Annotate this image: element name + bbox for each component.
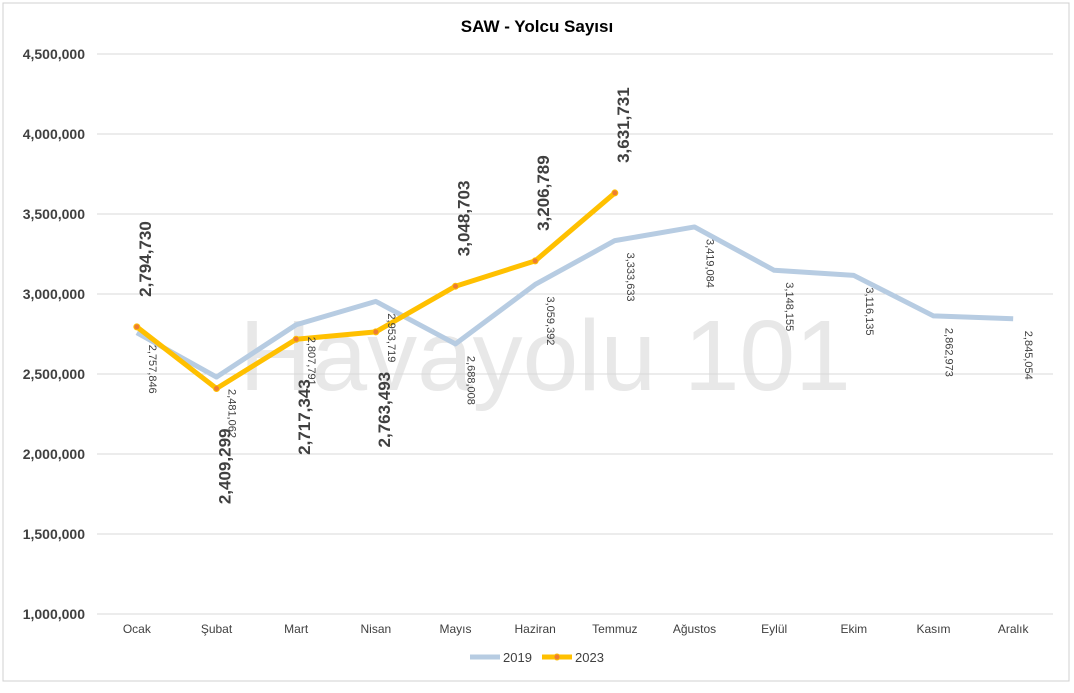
- x-tick-label: Kasım: [916, 622, 950, 636]
- y-tick-label: 1,000,000: [23, 606, 85, 622]
- chart-border: [2, 2, 1070, 682]
- data-label: 2,953,719: [385, 313, 397, 362]
- data-label: 3,048,703: [455, 181, 474, 257]
- legend-marker: [553, 653, 561, 661]
- data-label: 2,794,730: [136, 221, 155, 297]
- data-point: [531, 257, 539, 265]
- data-label: 2,862,973: [943, 328, 955, 377]
- x-tick-label: Şubat: [201, 622, 233, 636]
- data-label: 3,059,392: [544, 296, 556, 345]
- y-tick-label: 2,000,000: [23, 446, 85, 462]
- data-label: 3,333,633: [624, 253, 636, 302]
- data-label: 3,419,084: [704, 239, 716, 288]
- series-line: [135, 224, 1014, 380]
- x-tick-label: Ocak: [123, 622, 152, 636]
- data-point: [372, 328, 380, 336]
- y-tick-label: 3,500,000: [23, 206, 85, 222]
- x-tick-label: Mart: [284, 622, 309, 636]
- data-point: [292, 335, 300, 343]
- x-tick-label: Ekim: [840, 622, 867, 636]
- x-tick-label: Nisan: [360, 622, 391, 636]
- x-tick-label: Ağustos: [673, 622, 716, 636]
- data-point: [452, 282, 459, 290]
- data-label: 2,409,299: [216, 429, 235, 505]
- x-tick-label: Eylül: [761, 622, 787, 636]
- data-label: 3,631,731: [614, 87, 633, 163]
- data-point: [213, 385, 220, 393]
- x-tick-label: Temmuz: [592, 622, 637, 636]
- data-label: 2,763,493: [375, 372, 394, 448]
- data-point: [133, 323, 141, 331]
- y-tick-label: 4,000,000: [23, 126, 85, 142]
- y-tick-label: 2,500,000: [23, 366, 85, 382]
- data-label: 2,688,008: [465, 356, 477, 405]
- data-label: 3,116,135: [863, 287, 875, 335]
- x-tick-label: Aralık: [998, 622, 1030, 636]
- y-tick-label: 4,500,000: [23, 46, 85, 62]
- data-label: 2,845,054: [1022, 331, 1034, 380]
- data-label: 2,717,343: [295, 379, 314, 455]
- data-label: 2,807,791: [305, 337, 317, 386]
- y-tick-label: 3,000,000: [23, 286, 85, 302]
- legend-label: 2023: [575, 650, 604, 665]
- x-tick-label: Haziran: [514, 622, 555, 636]
- y-tick-label: 1,500,000: [23, 526, 85, 542]
- watermark: Havayolu 101: [239, 300, 851, 412]
- data-point: [611, 189, 619, 197]
- legend-label: 2019: [503, 650, 532, 665]
- data-label: 3,206,789: [534, 155, 553, 231]
- data-label: 2,757,846: [146, 345, 158, 394]
- chart-title: SAW - Yolcu Sayısı: [461, 17, 613, 36]
- x-tick-label: Mayıs: [439, 622, 471, 636]
- data-label: 2,481,062: [226, 389, 238, 438]
- data-label: 3,148,155: [783, 282, 795, 331]
